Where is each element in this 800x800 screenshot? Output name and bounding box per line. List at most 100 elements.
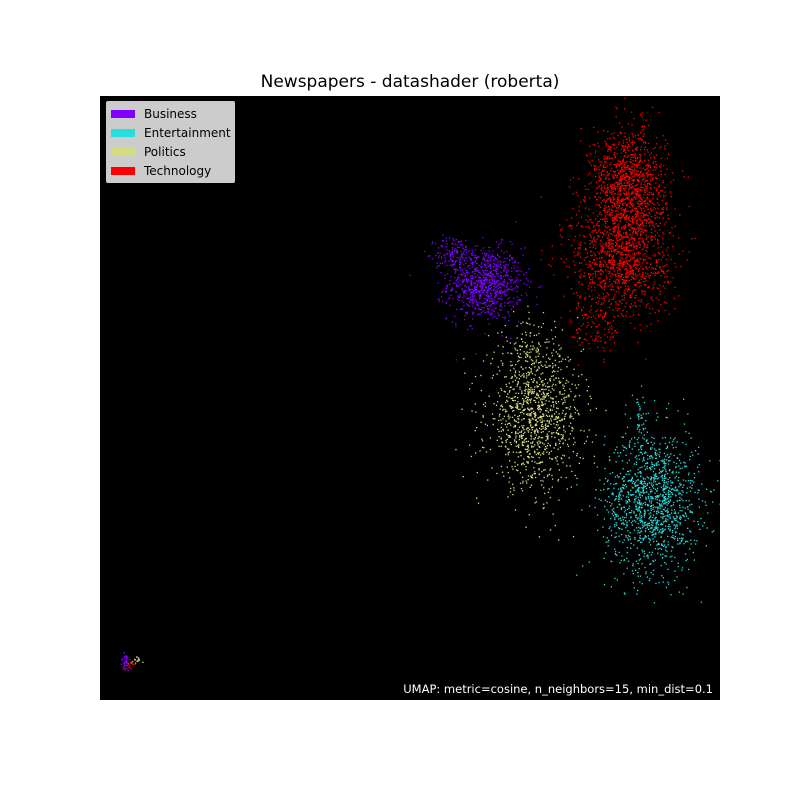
data-point <box>512 388 514 391</box>
data-point <box>479 296 481 298</box>
data-point <box>515 442 517 444</box>
data-point <box>604 211 606 213</box>
data-point <box>604 140 606 143</box>
data-point <box>665 549 667 551</box>
data-point <box>546 502 548 504</box>
data-point <box>560 360 563 363</box>
data-point <box>517 403 519 405</box>
data-point <box>589 145 591 148</box>
data-point <box>532 410 535 412</box>
data-point <box>502 346 504 348</box>
data-point <box>665 515 667 517</box>
data-point <box>689 459 691 461</box>
data-point <box>636 184 638 186</box>
data-point <box>663 164 665 167</box>
data-point <box>634 456 636 458</box>
data-point <box>656 527 658 530</box>
data-point <box>623 217 626 219</box>
data-point <box>654 548 657 550</box>
data-point <box>674 524 676 526</box>
data-point <box>635 504 637 506</box>
data-point <box>445 253 447 255</box>
data-point <box>622 146 624 148</box>
data-point <box>551 409 553 411</box>
data-point <box>490 283 493 285</box>
data-point <box>636 253 638 255</box>
data-point <box>541 418 543 420</box>
data-point <box>471 288 473 291</box>
data-point <box>464 273 466 275</box>
data-point <box>533 378 535 380</box>
data-point <box>699 528 701 531</box>
data-point <box>599 479 601 481</box>
data-point <box>481 440 484 442</box>
data-point <box>524 342 526 344</box>
data-point <box>680 540 682 542</box>
data-point <box>640 202 643 204</box>
data-point <box>526 413 528 415</box>
data-point <box>469 257 472 259</box>
data-point <box>638 269 640 271</box>
data-point <box>596 168 598 170</box>
data-point <box>612 492 614 494</box>
data-point <box>528 457 530 459</box>
data-point <box>514 399 516 402</box>
data-point <box>605 145 607 147</box>
data-point <box>478 290 480 293</box>
data-point <box>623 511 626 513</box>
data-point <box>608 255 610 257</box>
data-point <box>665 469 667 471</box>
data-point <box>645 266 647 268</box>
data-point <box>554 457 556 459</box>
data-point <box>448 237 451 239</box>
data-point <box>606 157 608 160</box>
data-point <box>641 563 643 565</box>
data-point <box>652 169 654 171</box>
data-point <box>616 174 618 176</box>
data-point <box>641 524 643 526</box>
data-point <box>690 437 692 439</box>
data-point <box>604 187 606 189</box>
data-point <box>639 223 641 226</box>
data-point <box>605 552 607 554</box>
data-point <box>628 202 630 204</box>
data-point <box>639 495 641 497</box>
data-point <box>524 360 527 362</box>
data-point <box>472 251 474 254</box>
data-point <box>138 658 140 660</box>
data-point <box>646 173 648 175</box>
data-point <box>640 445 642 447</box>
data-point <box>538 367 540 369</box>
data-point <box>603 234 605 236</box>
data-point <box>626 160 628 163</box>
data-point <box>515 342 517 344</box>
data-point <box>492 255 494 257</box>
data-point <box>619 190 621 192</box>
data-point <box>637 529 639 532</box>
data-point <box>664 465 666 467</box>
data-point <box>620 133 622 135</box>
data-point <box>638 174 641 176</box>
data-point <box>639 429 641 431</box>
data-point <box>658 212 660 214</box>
data-point <box>475 280 478 282</box>
data-point <box>634 192 636 194</box>
data-point <box>627 272 629 274</box>
data-point <box>464 279 466 281</box>
data-point <box>631 228 633 230</box>
data-point <box>610 198 612 200</box>
data-point <box>650 496 652 498</box>
data-point <box>625 473 627 476</box>
data-point <box>483 278 485 280</box>
data-point <box>614 517 616 519</box>
data-point <box>505 441 508 443</box>
data-point <box>698 446 700 448</box>
data-point <box>546 420 548 422</box>
data-point <box>530 434 532 436</box>
data-point <box>642 219 644 222</box>
data-point <box>659 448 661 451</box>
data-point <box>482 270 485 272</box>
data-point <box>670 181 672 183</box>
data-point <box>619 132 621 134</box>
data-point <box>679 510 681 512</box>
